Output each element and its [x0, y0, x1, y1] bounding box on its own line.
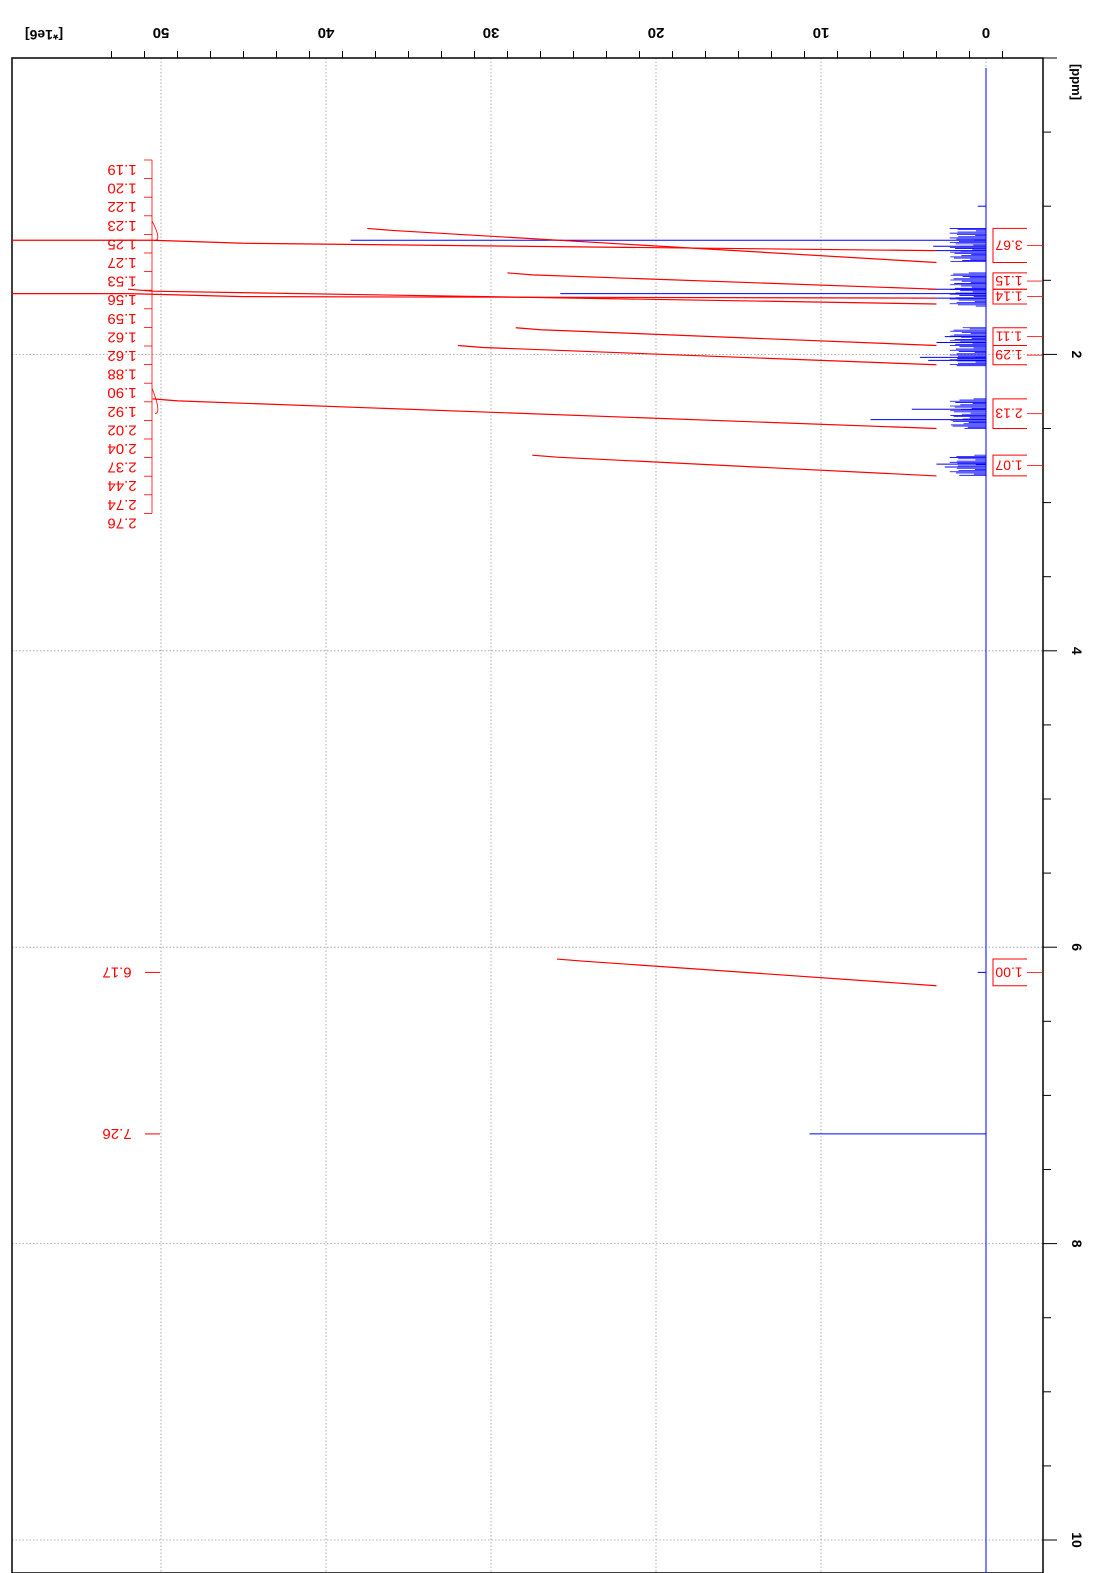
integral-bracket	[992, 454, 1027, 477]
ppm-tick-label: 8	[1069, 1240, 1085, 1248]
integral-bracket	[992, 227, 1027, 264]
integral-curve	[367, 227, 937, 264]
integral-bracket	[992, 398, 1027, 429]
peak-label: 1.88	[107, 366, 136, 383]
integral-curve-major	[12, 293, 937, 299]
peak-label: 1.92	[107, 403, 136, 420]
integral-value: 1.14	[995, 289, 1022, 305]
ppm-axis-label: [ppm]	[1069, 64, 1084, 100]
integral-curve	[556, 958, 937, 987]
integral-curve	[515, 327, 937, 347]
intensity-tick-label: 20	[648, 24, 665, 41]
integral-curve	[532, 454, 937, 477]
peak-label: 1.56	[107, 291, 136, 308]
peak-label: 2.02	[107, 421, 136, 438]
integral-value: 1.00	[995, 964, 1022, 980]
integral-value: 1.07	[995, 458, 1022, 474]
peak-label-connector	[151, 220, 159, 241]
peak-label: 2.37	[107, 459, 136, 476]
integral-bracket	[992, 958, 1027, 987]
integral-curves: 3.67 1.151.14 1.11 1.29 2.13 1.07 1.00	[12, 227, 1043, 987]
axes: 0 10 20 30 40 50 [*1e6] 2 4 6 8 10 [ppm]	[11, 24, 1085, 1573]
peak-label: 2.04	[107, 440, 136, 457]
peak-label: 1.59	[107, 310, 136, 327]
integral-bracket	[992, 288, 1027, 305]
intensity-tick-label: 10	[813, 24, 830, 41]
peak-label: 1.53	[107, 273, 136, 290]
integral-value: 1.29	[995, 347, 1022, 363]
intensity-tick-label: 0	[982, 24, 990, 41]
grid-lines	[12, 57, 1043, 1573]
peak-label: 1.19	[107, 161, 136, 178]
integral-curve-major	[12, 239, 937, 252]
peak-label-connector	[151, 388, 159, 415]
ppm-tick-label: 4	[1069, 647, 1085, 655]
peak-label: 1.90	[107, 384, 136, 401]
peak-label: 2.76	[107, 514, 136, 531]
peak-label: 1.62	[107, 347, 136, 364]
plot-frame	[11, 57, 1044, 1573]
peak-label: 1.23	[107, 217, 136, 234]
peak-label: 1.27	[107, 254, 136, 271]
integral-curve	[127, 288, 937, 305]
ppm-tick-label: 2	[1069, 351, 1085, 359]
integral-curve	[152, 398, 937, 430]
integral-value: 2.13	[995, 406, 1022, 422]
intensity-tick-label: 40	[318, 24, 335, 41]
integral-bracket	[992, 345, 1027, 366]
intensity-tick-label: 50	[153, 24, 170, 41]
intensity-tick-label: 30	[483, 24, 500, 41]
peak-label: 1.22	[107, 198, 136, 215]
peak-label: 2.44	[107, 477, 136, 494]
integral-value: 1.11	[996, 329, 1022, 345]
integral-value: 1.15	[995, 273, 1022, 289]
integral-curve	[457, 344, 937, 366]
intensity-axis-label: [*1e6]	[25, 27, 63, 43]
ppm-tick-label: 6	[1069, 943, 1085, 951]
peak-label: 2.74	[107, 496, 136, 513]
integral-value: 3.67	[995, 237, 1022, 253]
ppm-tick-label: 10	[1069, 1532, 1085, 1548]
integral-curve	[507, 272, 937, 290]
spectrum-trace	[350, 68, 987, 1573]
peak-label-group: 1.191.201.221.231.251.271.531.561.591.62…	[102, 159, 160, 1142]
peak-label: 1.25	[107, 235, 136, 252]
peak-label: 1.62	[107, 328, 136, 345]
peak-label: 6.17	[102, 963, 131, 980]
peak-label: 7.26	[102, 1125, 131, 1142]
peak-label: 1.20	[107, 180, 136, 197]
